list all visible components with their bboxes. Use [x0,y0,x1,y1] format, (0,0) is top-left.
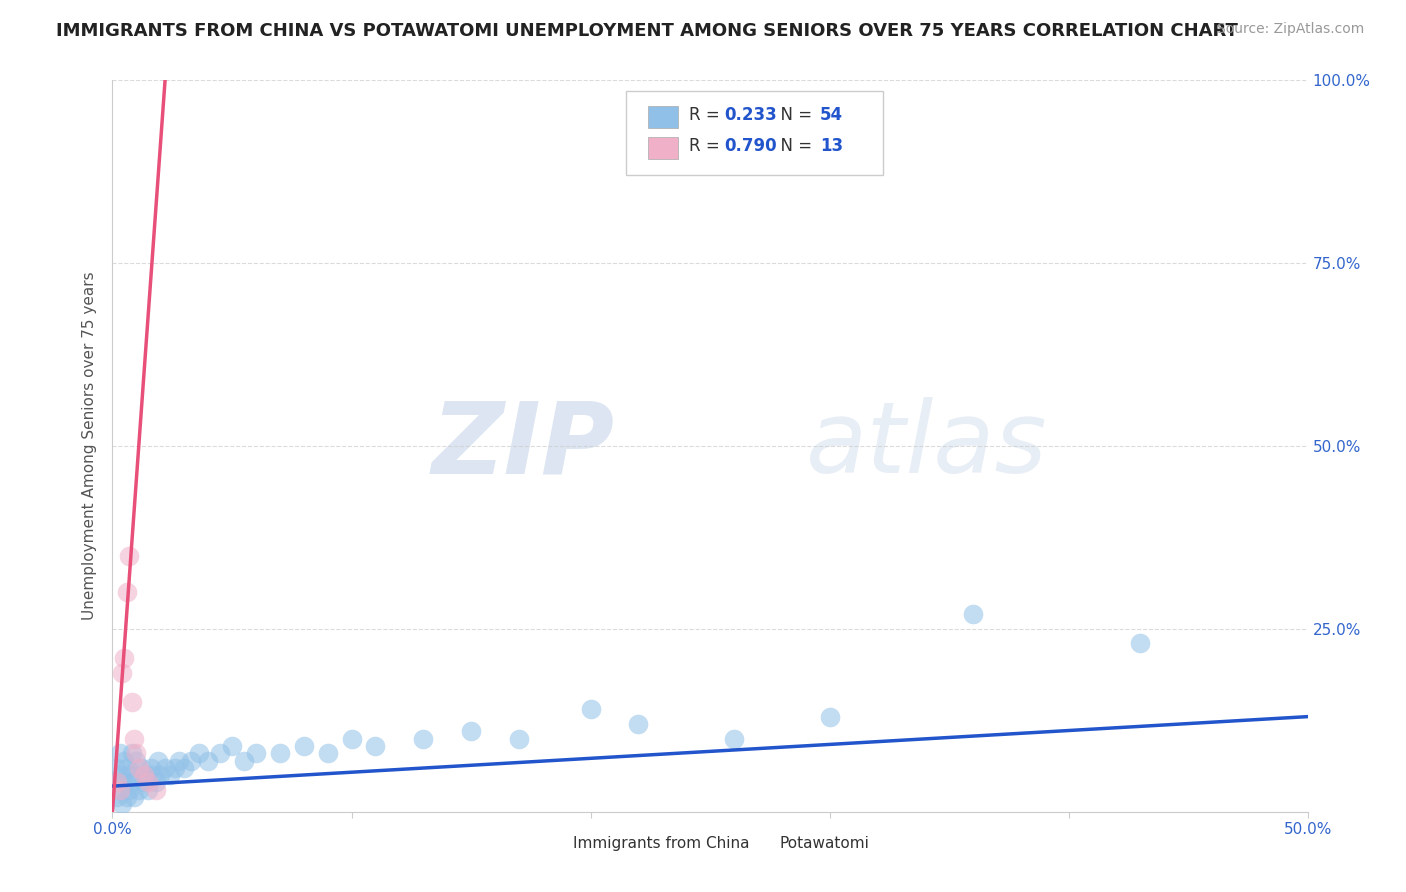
Point [627,717,650,731]
Point [105,761,128,775]
Text: 0.790: 0.790 [724,137,778,155]
Text: ZIP: ZIP [432,398,614,494]
Point [105,775,128,789]
Point [125,768,148,782]
Text: R =: R = [689,106,724,124]
Point [122,790,145,805]
Point [115,761,138,775]
Point [132,775,155,789]
Point [138,775,160,789]
Point [209,746,232,760]
Point [173,761,195,775]
Text: 13: 13 [820,137,844,155]
Point [111,797,134,812]
Point [121,775,143,789]
Point [111,768,134,782]
Text: N =: N = [770,106,817,124]
Text: 54: 54 [820,106,844,124]
Point [108,782,131,797]
Point [128,761,150,775]
Point [138,782,160,797]
Point [364,739,387,753]
Text: N =: N = [770,137,817,155]
Text: IMMIGRANTS FROM CHINA VS POTAWATOMI UNEMPLOYMENT AMONG SENIORS OVER 75 YEARS COR: IMMIGRANTS FROM CHINA VS POTAWATOMI UNEM… [56,22,1239,40]
Point [125,746,148,760]
Point [114,651,135,665]
Text: Potawatomi: Potawatomi [779,837,869,851]
Point [105,790,128,805]
Point [292,739,315,753]
Point [962,607,984,622]
Text: 0.233: 0.233 [724,106,778,124]
Point [135,768,157,782]
Point [114,775,135,789]
Point [114,754,135,768]
Point [118,768,141,782]
Point [149,768,172,782]
Point [145,782,167,797]
Text: R =: R = [689,137,724,155]
Point [508,731,530,746]
Point [142,768,165,782]
Point [163,761,186,775]
Point [818,709,841,723]
Point [316,746,339,760]
FancyBboxPatch shape [648,106,678,128]
Text: Source: ZipAtlas.com: Source: ZipAtlas.com [1216,22,1364,37]
Point [221,739,243,753]
Point [108,746,131,760]
Point [159,768,181,782]
FancyBboxPatch shape [648,137,678,160]
FancyBboxPatch shape [627,91,883,176]
Point [115,585,138,599]
Point [340,731,363,746]
Point [233,754,256,768]
Point [1129,636,1152,650]
Point [111,665,134,680]
Point [187,746,209,760]
Y-axis label: Unemployment Among Seniors over 75 years: Unemployment Among Seniors over 75 years [82,272,97,620]
Point [122,731,145,746]
Point [129,761,152,775]
Point [145,775,167,789]
FancyBboxPatch shape [531,834,561,855]
Point [125,754,148,768]
Point [104,775,127,789]
Text: Immigrants from China: Immigrants from China [572,837,749,851]
Text: atlas: atlas [806,398,1047,494]
FancyBboxPatch shape [740,834,770,855]
Point [579,702,602,716]
Point [180,754,202,768]
Point [169,754,191,768]
Point [412,731,434,746]
Point [153,761,176,775]
Point [108,782,131,797]
Point [121,695,143,709]
Point [460,724,482,739]
Point [723,731,745,746]
Point [245,746,267,760]
Point [197,754,219,768]
Point [118,549,141,563]
Point [146,754,169,768]
Point [118,782,141,797]
Point [121,746,143,760]
Point [269,746,291,760]
Point [139,761,162,775]
Point [115,790,138,805]
Point [128,782,150,797]
Point [132,768,155,782]
